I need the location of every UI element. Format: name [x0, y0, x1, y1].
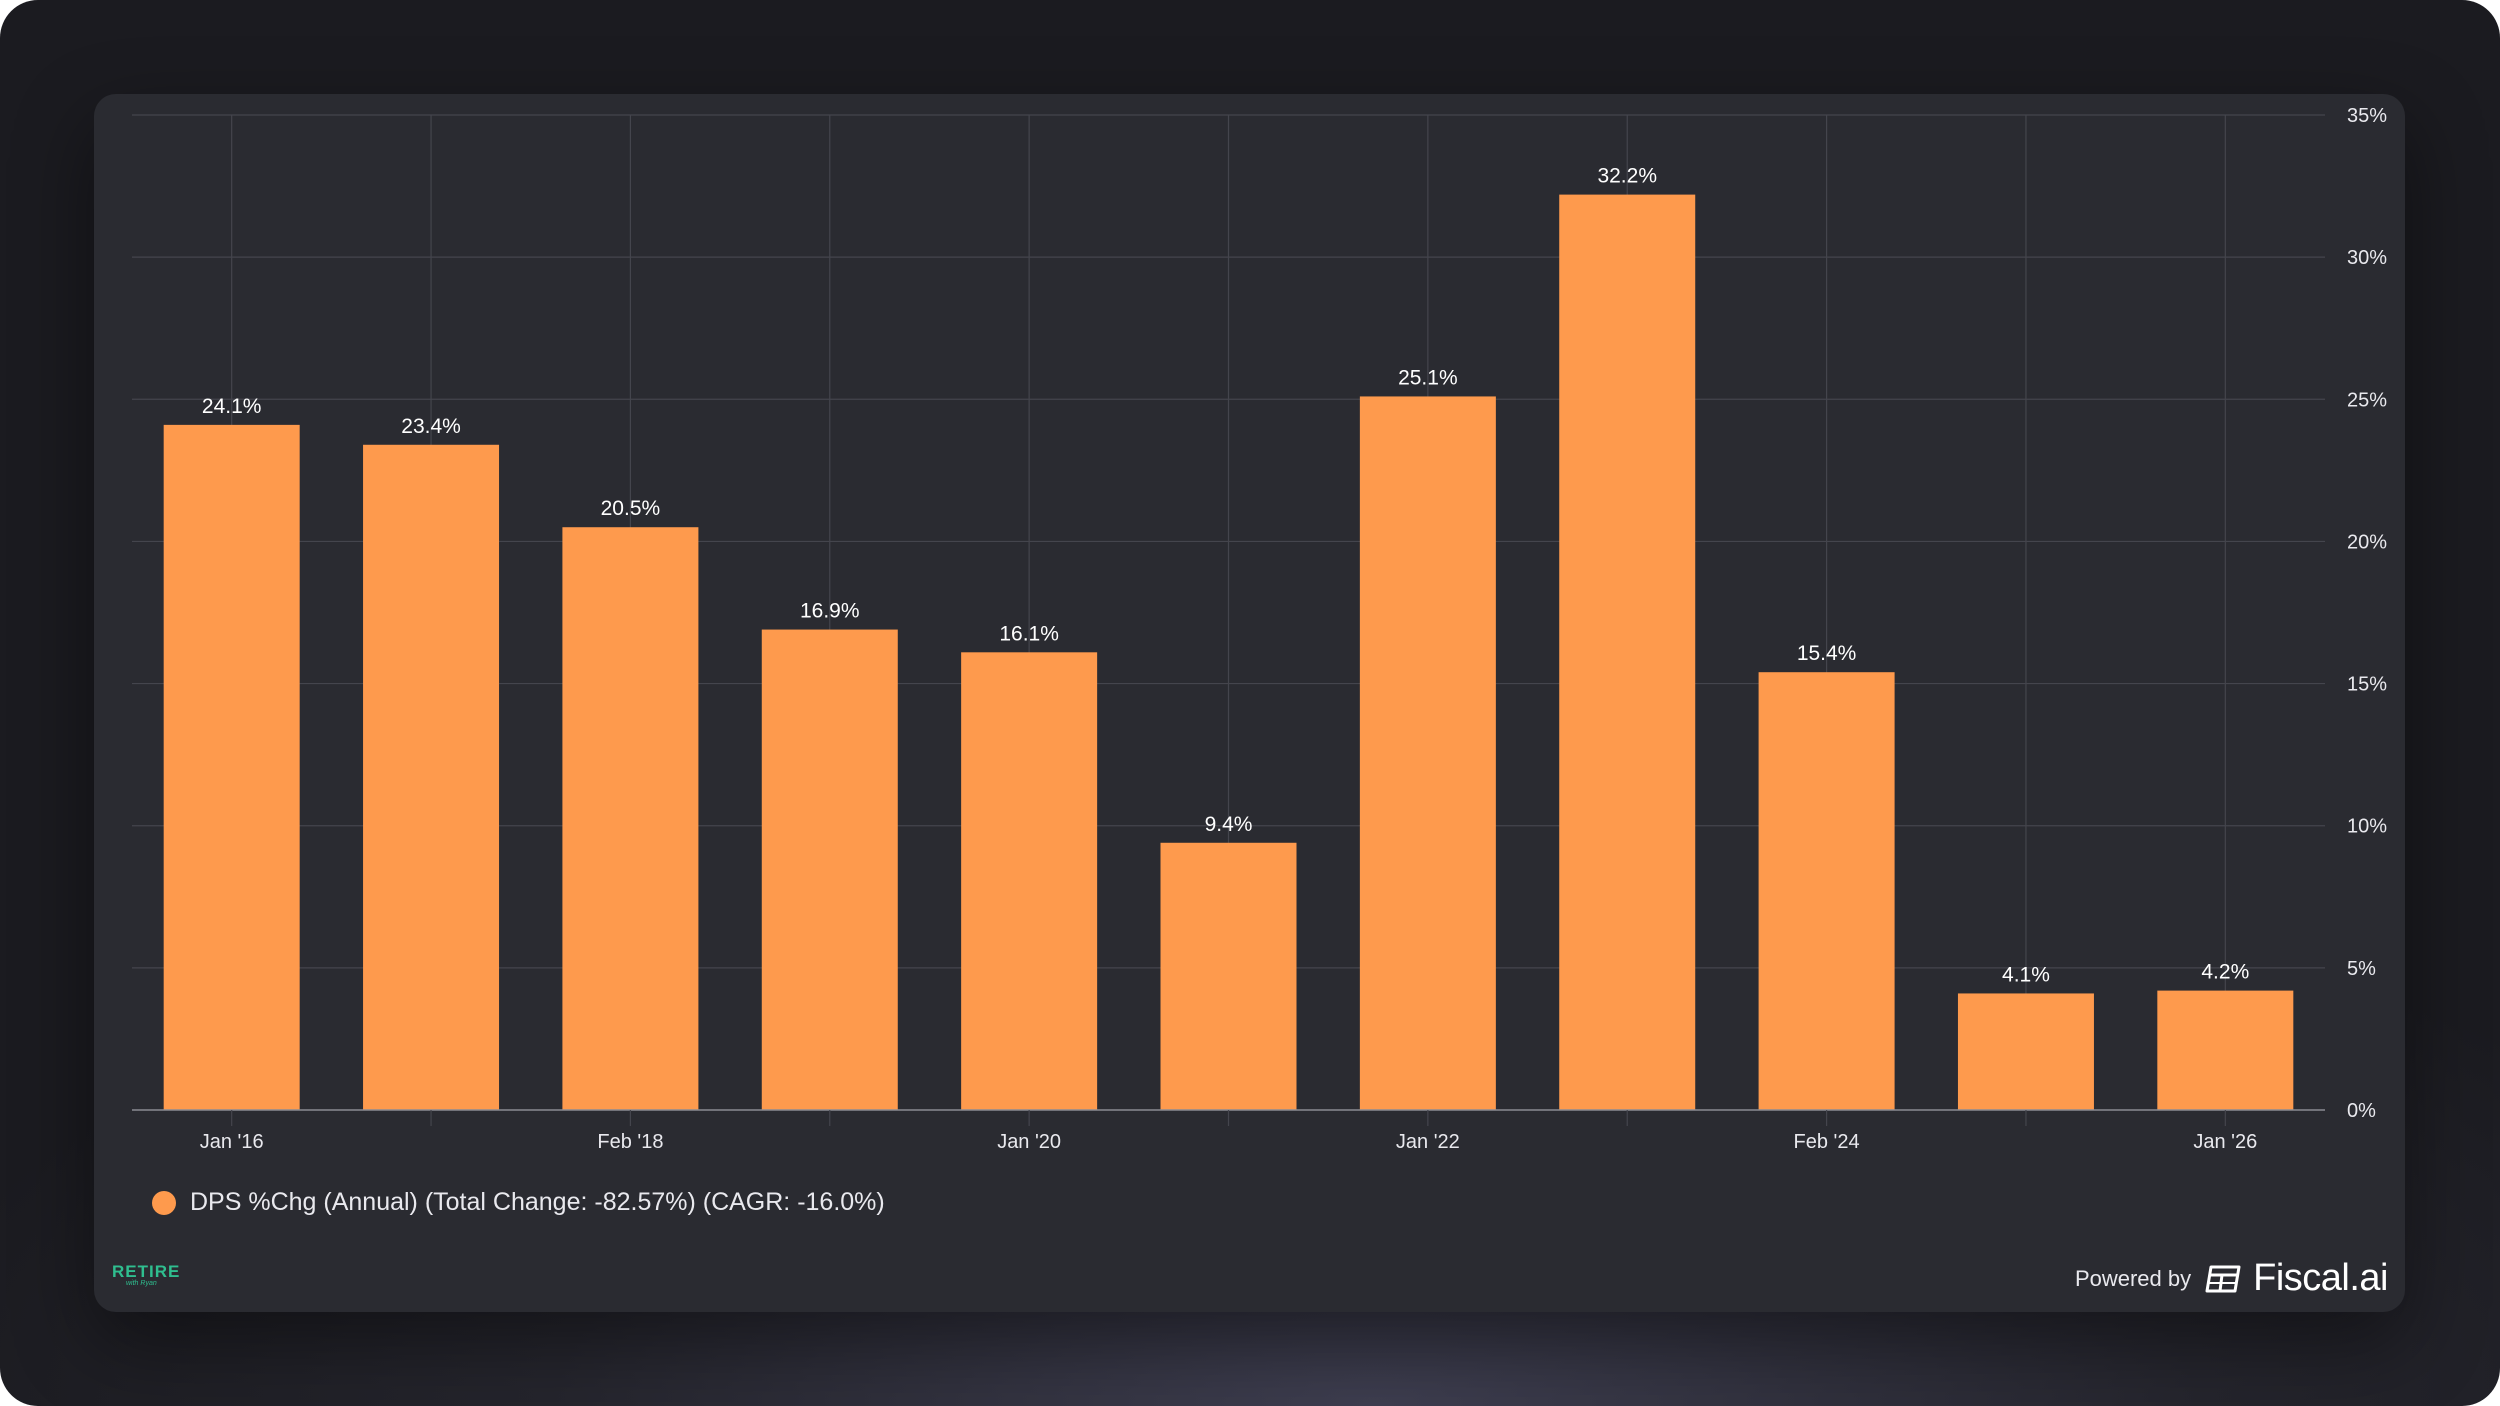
data-label: 16.1% — [999, 622, 1059, 645]
powered-by-label: Powered by — [2074, 1265, 2192, 1291]
bar — [761, 629, 898, 1110]
data-label: 24.1% — [202, 395, 262, 418]
y-tick-label: 15% — [2347, 674, 2387, 696]
bar — [1758, 672, 1895, 1110]
data-labels: 24.1% 23.4% 20.5% 16.9% 16.1% 9.4% 25.1% 32.2% 1… — [202, 165, 2249, 987]
x-tick-label: Jan '20 — [997, 1131, 1061, 1153]
data-label: 16.9% — [800, 600, 860, 623]
data-label: 23.4% — [401, 415, 461, 438]
bar — [562, 527, 699, 1110]
y-tick-label: 10% — [2347, 816, 2387, 838]
retire-logo-text: RETIRE — [112, 1262, 181, 1281]
fiscal-logo-icon — [2205, 1265, 2241, 1292]
data-label: 9.4% — [1205, 813, 1253, 836]
y-tick-label: 5% — [2347, 958, 2376, 980]
x-tick-label: Jan '16 — [200, 1131, 264, 1153]
y-tick-label: 25% — [2347, 389, 2387, 411]
data-label: 25.1% — [1398, 366, 1458, 389]
y-tick-label: 0% — [2347, 1100, 2376, 1122]
y-tick-label: 30% — [2347, 247, 2387, 269]
bar — [1359, 396, 1496, 1110]
data-label: 4.1% — [2002, 963, 2050, 986]
y-tick-label: 20% — [2347, 531, 2387, 553]
bar — [2157, 990, 2294, 1110]
axes: 0% 5% 10% 15% 20% 25% 30% 35% Jan '16 Feb '18 Jan … — [132, 105, 2387, 1153]
bar — [363, 444, 500, 1110]
legend-swatch — [152, 1190, 176, 1215]
retire-logo: RETIRE with Ryan — [112, 1262, 182, 1292]
bar — [961, 652, 1098, 1110]
bar — [1957, 993, 2094, 1110]
x-tick-label: Feb '18 — [597, 1131, 663, 1153]
x-tick-label: Feb '24 — [1794, 1131, 1860, 1153]
bars — [163, 194, 2294, 1111]
data-label: 20.5% — [601, 497, 661, 520]
y-tick-label: 35% — [2347, 105, 2387, 127]
fiscal-logo-text: Fiscal.ai — [2253, 1257, 2388, 1299]
data-label: 4.2% — [2201, 961, 2249, 984]
retire-logo-subtext: with Ryan — [126, 1280, 157, 1287]
bar — [1160, 842, 1297, 1110]
bar — [1559, 194, 1696, 1111]
x-tick-label: Jan '26 — [2193, 1131, 2257, 1153]
x-tick-label: Jan '22 — [1396, 1131, 1460, 1153]
bar — [163, 424, 300, 1110]
data-label: 15.4% — [1797, 642, 1857, 665]
powered-by: Powered by Fiscal.ai — [2074, 1257, 2389, 1300]
legend-label: DPS %Chg (Annual) (Total Change: -82.57%… — [190, 1188, 885, 1216]
data-label: 32.2% — [1597, 165, 1657, 188]
legend: DPS %Chg (Annual) (Total Change: -82.57%… — [152, 1188, 885, 1217]
